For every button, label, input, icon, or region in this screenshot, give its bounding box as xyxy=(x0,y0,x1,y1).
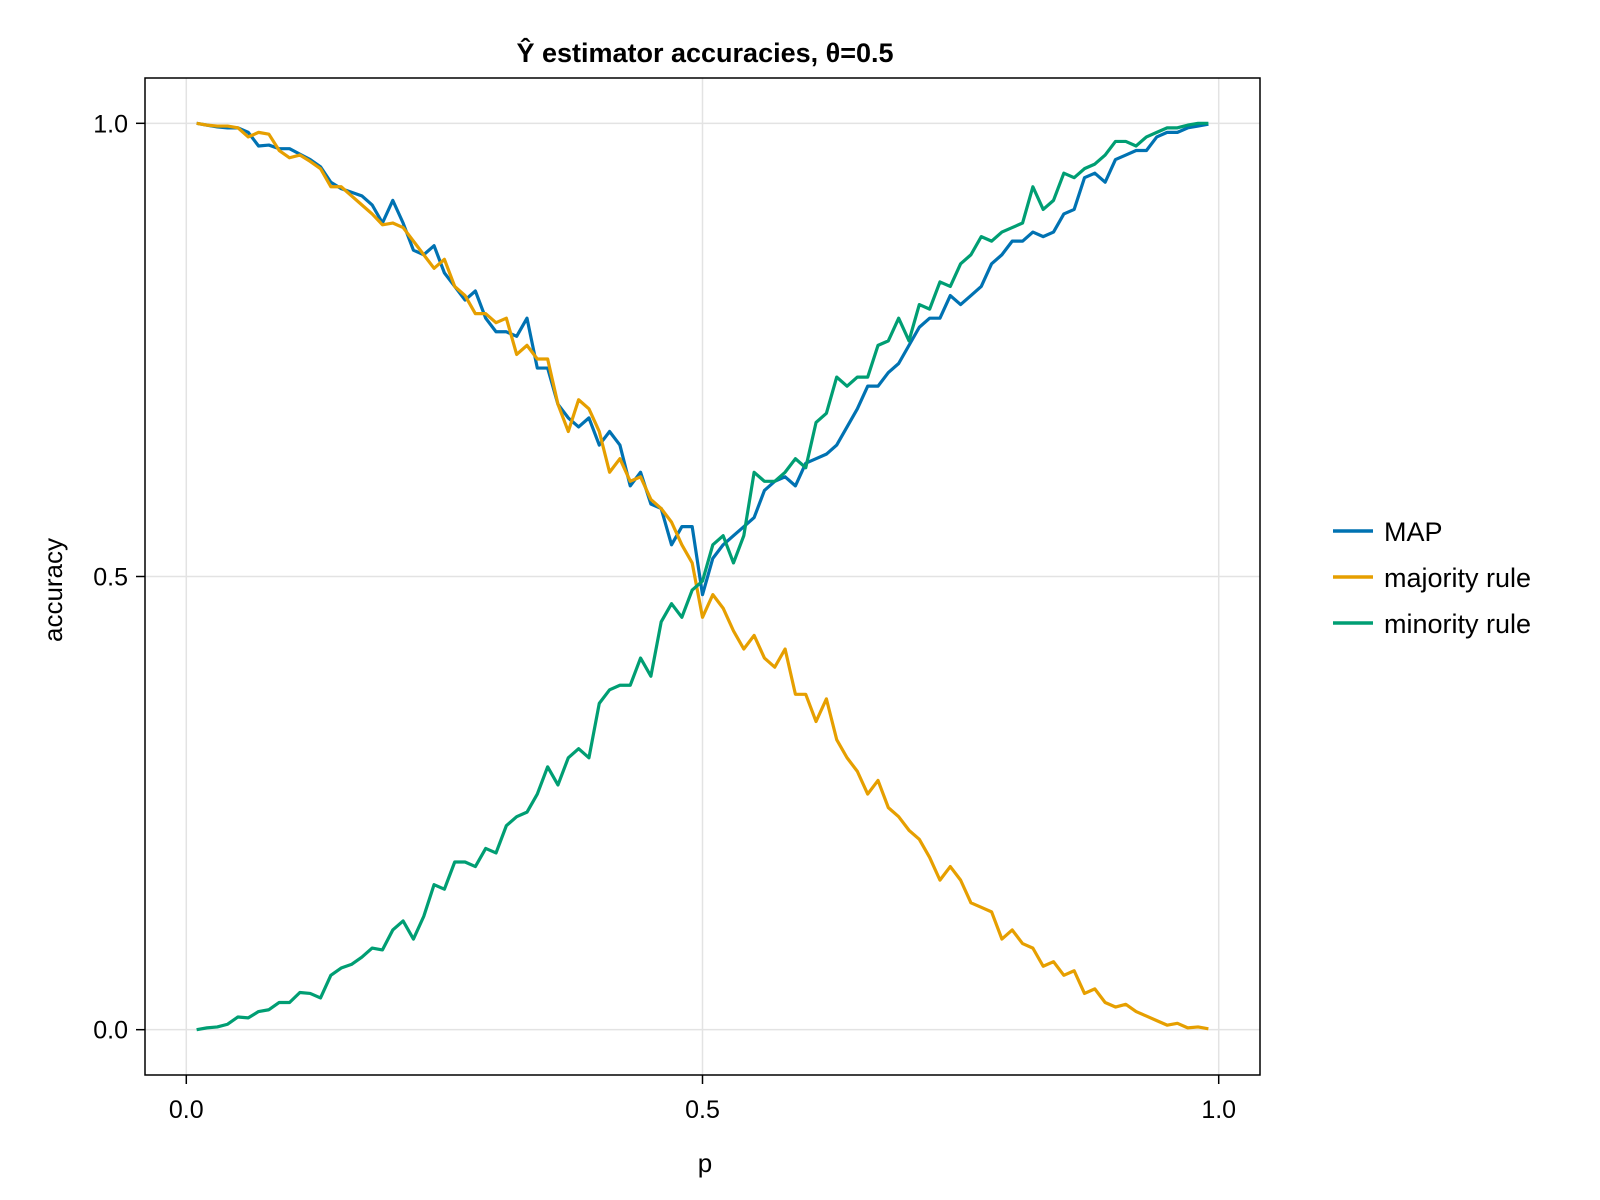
y-axis-label: accuracy xyxy=(38,538,68,642)
x-tick-label: 0.5 xyxy=(685,1096,720,1124)
x-tick-label: 0.0 xyxy=(169,1096,204,1124)
x-tick-label: 1.0 xyxy=(1201,1096,1236,1124)
legend-label-minority-rule: minority rule xyxy=(1384,609,1531,639)
chart-title: Ŷ estimator accuracies, θ=0.5 xyxy=(516,37,893,68)
y-axis-ticks: 0.0 0.5 1.0 xyxy=(93,110,145,1045)
y-tick-label: 1.0 xyxy=(93,110,128,138)
y-tick-label: 0.5 xyxy=(93,564,128,592)
x-axis-label: p xyxy=(698,1148,712,1178)
series-line-minority-rule xyxy=(196,121,1209,1032)
legend-label-majority-rule: majority rule xyxy=(1384,563,1531,593)
series-line-majority-rule xyxy=(196,121,1209,1031)
legend-label-map: MAP xyxy=(1384,517,1443,547)
y-tick-label: 0.0 xyxy=(93,1017,128,1045)
series-lines xyxy=(196,121,1209,1032)
series-line-map xyxy=(196,121,1209,597)
x-axis-ticks: 0.0 0.5 1.0 xyxy=(169,1075,1236,1124)
legend: MAP majority rule minority rule xyxy=(1333,517,1531,639)
